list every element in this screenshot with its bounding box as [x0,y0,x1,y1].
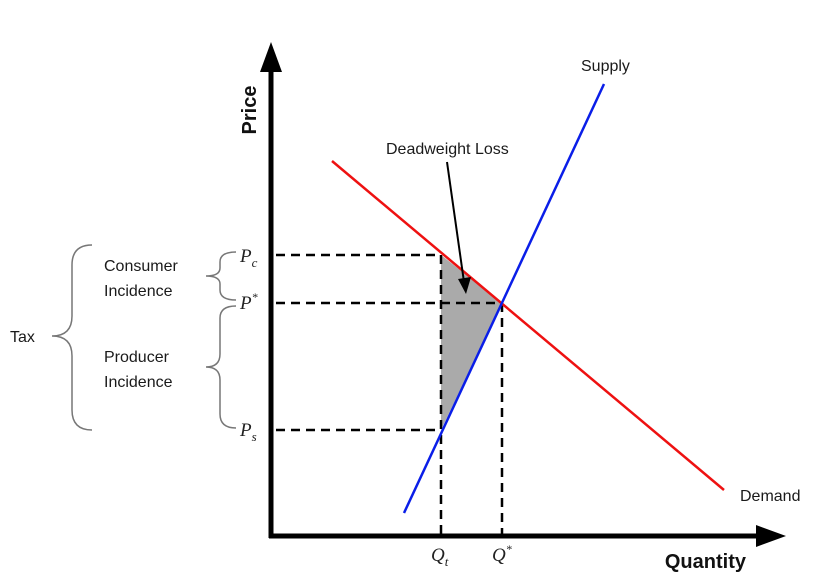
deadweight-loss-arrowhead [458,277,471,294]
consumer-incidence-brace [205,251,237,301]
producer-incidence-line2: Incidence [104,374,173,391]
producer-incidence-line1: Producer [104,349,170,366]
supply-label: Supply [581,58,630,75]
tax-label: Tax [10,329,35,346]
ps-label: Ps [239,420,257,444]
tax-brace [51,244,93,431]
supply-curve [402,83,606,514]
consumer-incidence-line2: Incidence [104,283,173,300]
consumer-incidence-line1: Consumer [104,258,178,275]
x-axis-title: Quantity [665,551,747,573]
pstar-label: P* [239,290,258,314]
demand-label: Demand [740,488,800,505]
qstar-label: Q* [492,542,512,566]
y-axis-arrowhead [260,42,282,72]
braces [51,244,237,431]
deadweight-loss-arrow [446,161,465,283]
qt-label: Qt [431,545,449,569]
x-axis-arrowhead [756,525,786,547]
deadweight-loss-area [441,255,502,430]
demand-curve [331,160,725,491]
deadweight-loss-label: Deadweight Loss [386,141,509,158]
y-axis-title: Price [239,86,261,135]
pc-label: Pc [239,246,258,270]
producer-incidence-brace [205,305,237,429]
dashed-guides [276,253,504,535]
